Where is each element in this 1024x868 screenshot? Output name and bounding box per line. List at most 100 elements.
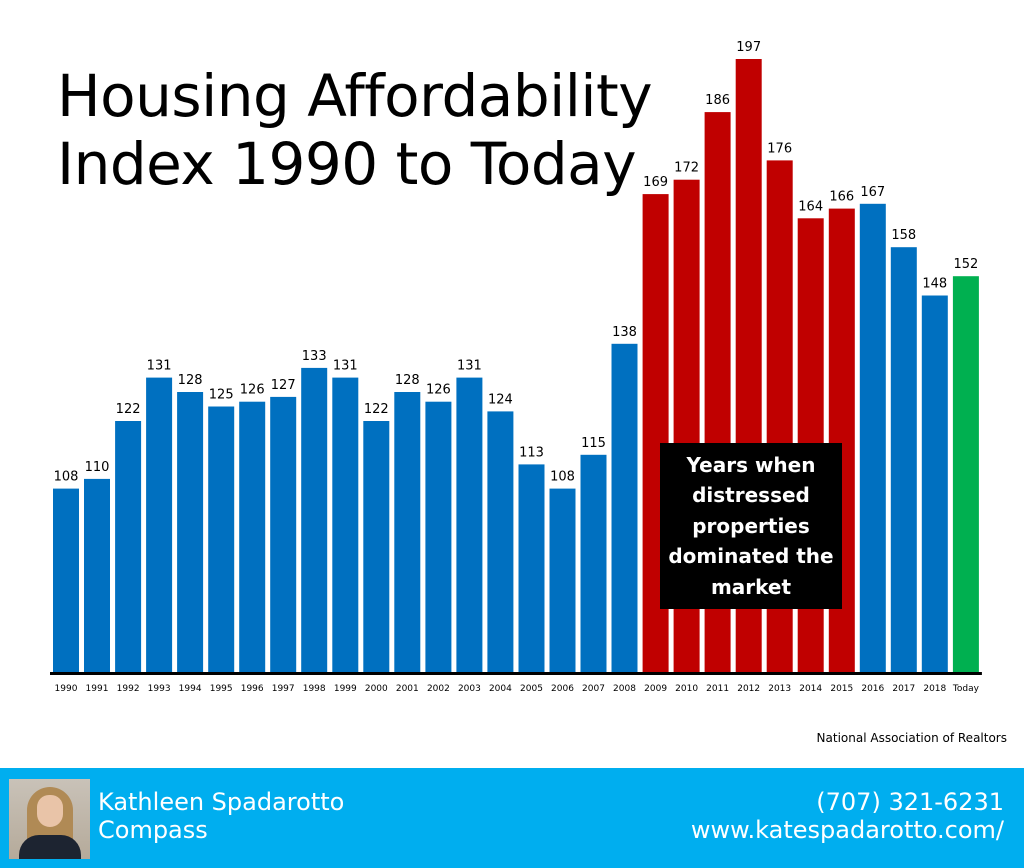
website-link[interactable]: www.katespadarotto.com/ xyxy=(690,816,1004,844)
tick-label-2014: 2014 xyxy=(799,684,822,694)
value-label-1999: 131 xyxy=(333,359,358,374)
bar-Today xyxy=(952,276,979,672)
tick-label-2017: 2017 xyxy=(892,684,915,694)
callout-text: Years when distressed properties dominat… xyxy=(668,452,834,599)
bar-series xyxy=(53,59,979,673)
value-label-1993: 131 xyxy=(147,359,172,374)
tick-label-2001: 2001 xyxy=(396,684,419,694)
value-label-2000: 122 xyxy=(364,402,389,417)
value-label-2016: 167 xyxy=(860,185,885,200)
title-line-2: Index 1990 to Today xyxy=(57,130,637,198)
tick-label-2002: 2002 xyxy=(427,684,450,694)
value-label-2004: 124 xyxy=(488,392,513,407)
value-label-1996: 126 xyxy=(240,383,265,398)
tick-label-2009: 2009 xyxy=(644,684,667,694)
tick-label-2007: 2007 xyxy=(582,684,605,694)
contact-info: (707) 321-6231 www.katespadarotto.com/ xyxy=(691,788,1004,844)
x-tick-labels: 1990 1991 1992 1993 1994 1995 1996 1997 1998 1999… xyxy=(55,684,980,694)
tick-label-1992: 1992 xyxy=(117,684,140,694)
tick-label-1994: 1994 xyxy=(179,684,202,694)
tick-label-1995: 1995 xyxy=(210,684,233,694)
value-label-2015: 166 xyxy=(829,190,854,205)
source-note: National Association of Realtors xyxy=(816,731,1007,745)
value-label-2011: 186 xyxy=(705,93,730,108)
tick-label-2013: 2013 xyxy=(768,684,791,694)
bar-1990 xyxy=(53,488,79,672)
bar-2005 xyxy=(518,464,545,672)
bar-2018 xyxy=(921,295,948,672)
value-label-1991: 110 xyxy=(85,460,110,475)
tick-label-2005: 2005 xyxy=(520,684,543,694)
bar-2003 xyxy=(456,377,483,672)
tick-label-2004: 2004 xyxy=(489,684,512,694)
tick-label-1996: 1996 xyxy=(241,684,264,694)
bar-1995 xyxy=(208,406,235,672)
value-label-2007: 115 xyxy=(581,436,606,451)
tick-label-2010: 2010 xyxy=(675,684,698,694)
bar-chart: 108 110 122 131 128 125 126 127 133 131 122 128 126 1… xyxy=(50,40,982,694)
value-label-1995: 125 xyxy=(209,388,234,403)
value-label-2008: 138 xyxy=(612,325,637,340)
value-label-2001: 128 xyxy=(395,373,420,388)
bar-2006 xyxy=(549,488,576,672)
bar-2002 xyxy=(425,401,452,672)
tick-label-2003: 2003 xyxy=(458,684,481,694)
value-label-2012: 197 xyxy=(736,40,761,55)
agent-name: Kathleen Spadarotto xyxy=(98,788,345,816)
bar-2001 xyxy=(394,392,421,672)
footer-bar: Kathleen Spadarotto Compass (707) 321-62… xyxy=(0,768,1024,868)
tick-label-2016: 2016 xyxy=(861,684,884,694)
bar-1993 xyxy=(146,377,173,672)
value-label-2014: 164 xyxy=(798,199,823,214)
value-label-1990: 108 xyxy=(54,470,79,485)
tick-label-1999: 1999 xyxy=(334,684,357,694)
tick-label-2008: 2008 xyxy=(613,684,636,694)
tick-label-2012: 2012 xyxy=(737,684,760,694)
bar-1999 xyxy=(332,377,359,672)
bar-2004 xyxy=(487,411,514,672)
bar-1991 xyxy=(84,478,110,672)
value-label-1994: 128 xyxy=(178,373,203,388)
value-label-2013: 176 xyxy=(767,141,792,156)
value-label-2003: 131 xyxy=(457,359,482,374)
distressed-callout: Years when distressed properties dominat… xyxy=(660,443,842,609)
value-label-2010: 172 xyxy=(674,161,699,176)
value-label-1997: 127 xyxy=(271,378,296,393)
value-label-2017: 158 xyxy=(891,228,916,243)
tick-label-1990: 1990 xyxy=(55,684,78,694)
value-label-1992: 122 xyxy=(116,402,141,417)
agent-info: Kathleen Spadarotto Compass xyxy=(98,788,344,844)
value-label-2006: 108 xyxy=(550,470,575,485)
tick-label-2006: 2006 xyxy=(551,684,574,694)
value-label-2018: 148 xyxy=(922,277,947,292)
tick-label-2011: 2011 xyxy=(706,684,729,694)
tick-label-2018: 2018 xyxy=(923,684,946,694)
value-label-2005: 113 xyxy=(519,445,544,460)
tick-label-1998: 1998 xyxy=(303,684,326,694)
bar-2017 xyxy=(890,247,917,672)
tick-label-2015: 2015 xyxy=(830,684,853,694)
tick-label-1997: 1997 xyxy=(272,684,295,694)
agent-photo xyxy=(9,779,90,859)
value-label-2009: 169 xyxy=(643,175,668,190)
title-line-1: Housing Affordability xyxy=(57,62,653,130)
bar-2016 xyxy=(859,203,886,673)
bar-2007 xyxy=(580,454,607,672)
bar-1997 xyxy=(270,396,297,672)
value-label-2002: 126 xyxy=(426,383,451,398)
value-label-1998: 133 xyxy=(302,349,327,364)
bar-1996 xyxy=(239,401,266,672)
chart-title: Housing Affordability Index 1990 to Toda… xyxy=(57,62,653,198)
tick-label-1993: 1993 xyxy=(148,684,171,694)
tick-label-Today: Today xyxy=(952,684,980,694)
bar-1998 xyxy=(301,367,328,672)
bar-2000 xyxy=(363,421,390,672)
bar-2008 xyxy=(611,343,638,672)
bar-1994 xyxy=(177,392,204,672)
agent-company: Compass xyxy=(98,816,208,844)
value-label-Today: 152 xyxy=(953,257,978,272)
bar-1992 xyxy=(115,421,142,672)
phone-number[interactable]: (707) 321-6231 xyxy=(816,788,1004,816)
value-labels: 108 110 122 131 128 125 126 127 133 131 122 128 126 1… xyxy=(54,40,979,485)
tick-label-2000: 2000 xyxy=(365,684,388,694)
